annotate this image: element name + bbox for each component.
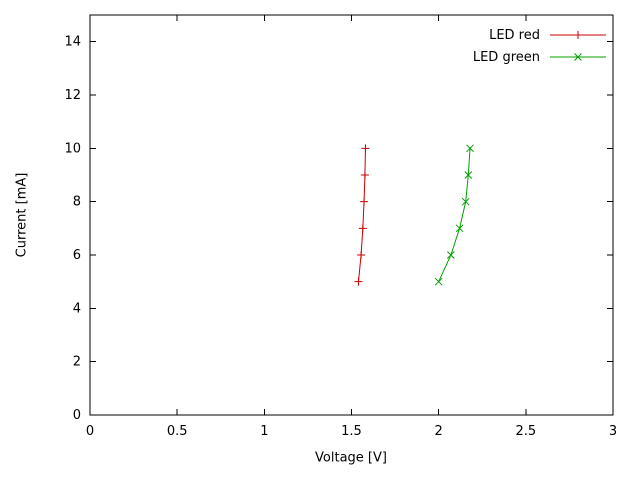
y-tick-label: 12 xyxy=(64,88,81,103)
x-tick-label: 1 xyxy=(260,424,268,439)
y-tick-label: 0 xyxy=(73,408,81,423)
x-tick-label: 2.5 xyxy=(515,424,536,439)
y-tick-label: 4 xyxy=(73,301,81,316)
series-markers-led-green xyxy=(434,144,474,286)
series-line-led-red xyxy=(357,148,366,282)
legend-label-led-red: LED red xyxy=(489,28,540,43)
legend-label-led-green: LED green xyxy=(473,50,540,65)
y-tick-label: 6 xyxy=(73,248,81,263)
x-tick-label: 3 xyxy=(609,424,617,439)
y-axis-label: Current [mA] xyxy=(14,172,30,258)
series-line-led-green xyxy=(438,148,471,282)
y-tick-label: 14 xyxy=(64,35,81,50)
y-tick-label: 10 xyxy=(64,141,81,156)
x-axis-label: Voltage [V] xyxy=(315,450,387,466)
series-markers-led-red xyxy=(354,144,370,286)
x-tick-label: 2 xyxy=(435,424,443,439)
legend-marker-led-red xyxy=(574,31,582,39)
y-tick-label: 8 xyxy=(73,195,81,210)
x-tick-label: 0 xyxy=(86,424,94,439)
x-tick-label: 0.5 xyxy=(167,424,188,439)
legend-marker-led-green xyxy=(574,53,582,61)
x-tick-label: 1.5 xyxy=(341,424,362,439)
plot-border xyxy=(89,14,614,416)
y-tick-label: 2 xyxy=(73,355,81,370)
